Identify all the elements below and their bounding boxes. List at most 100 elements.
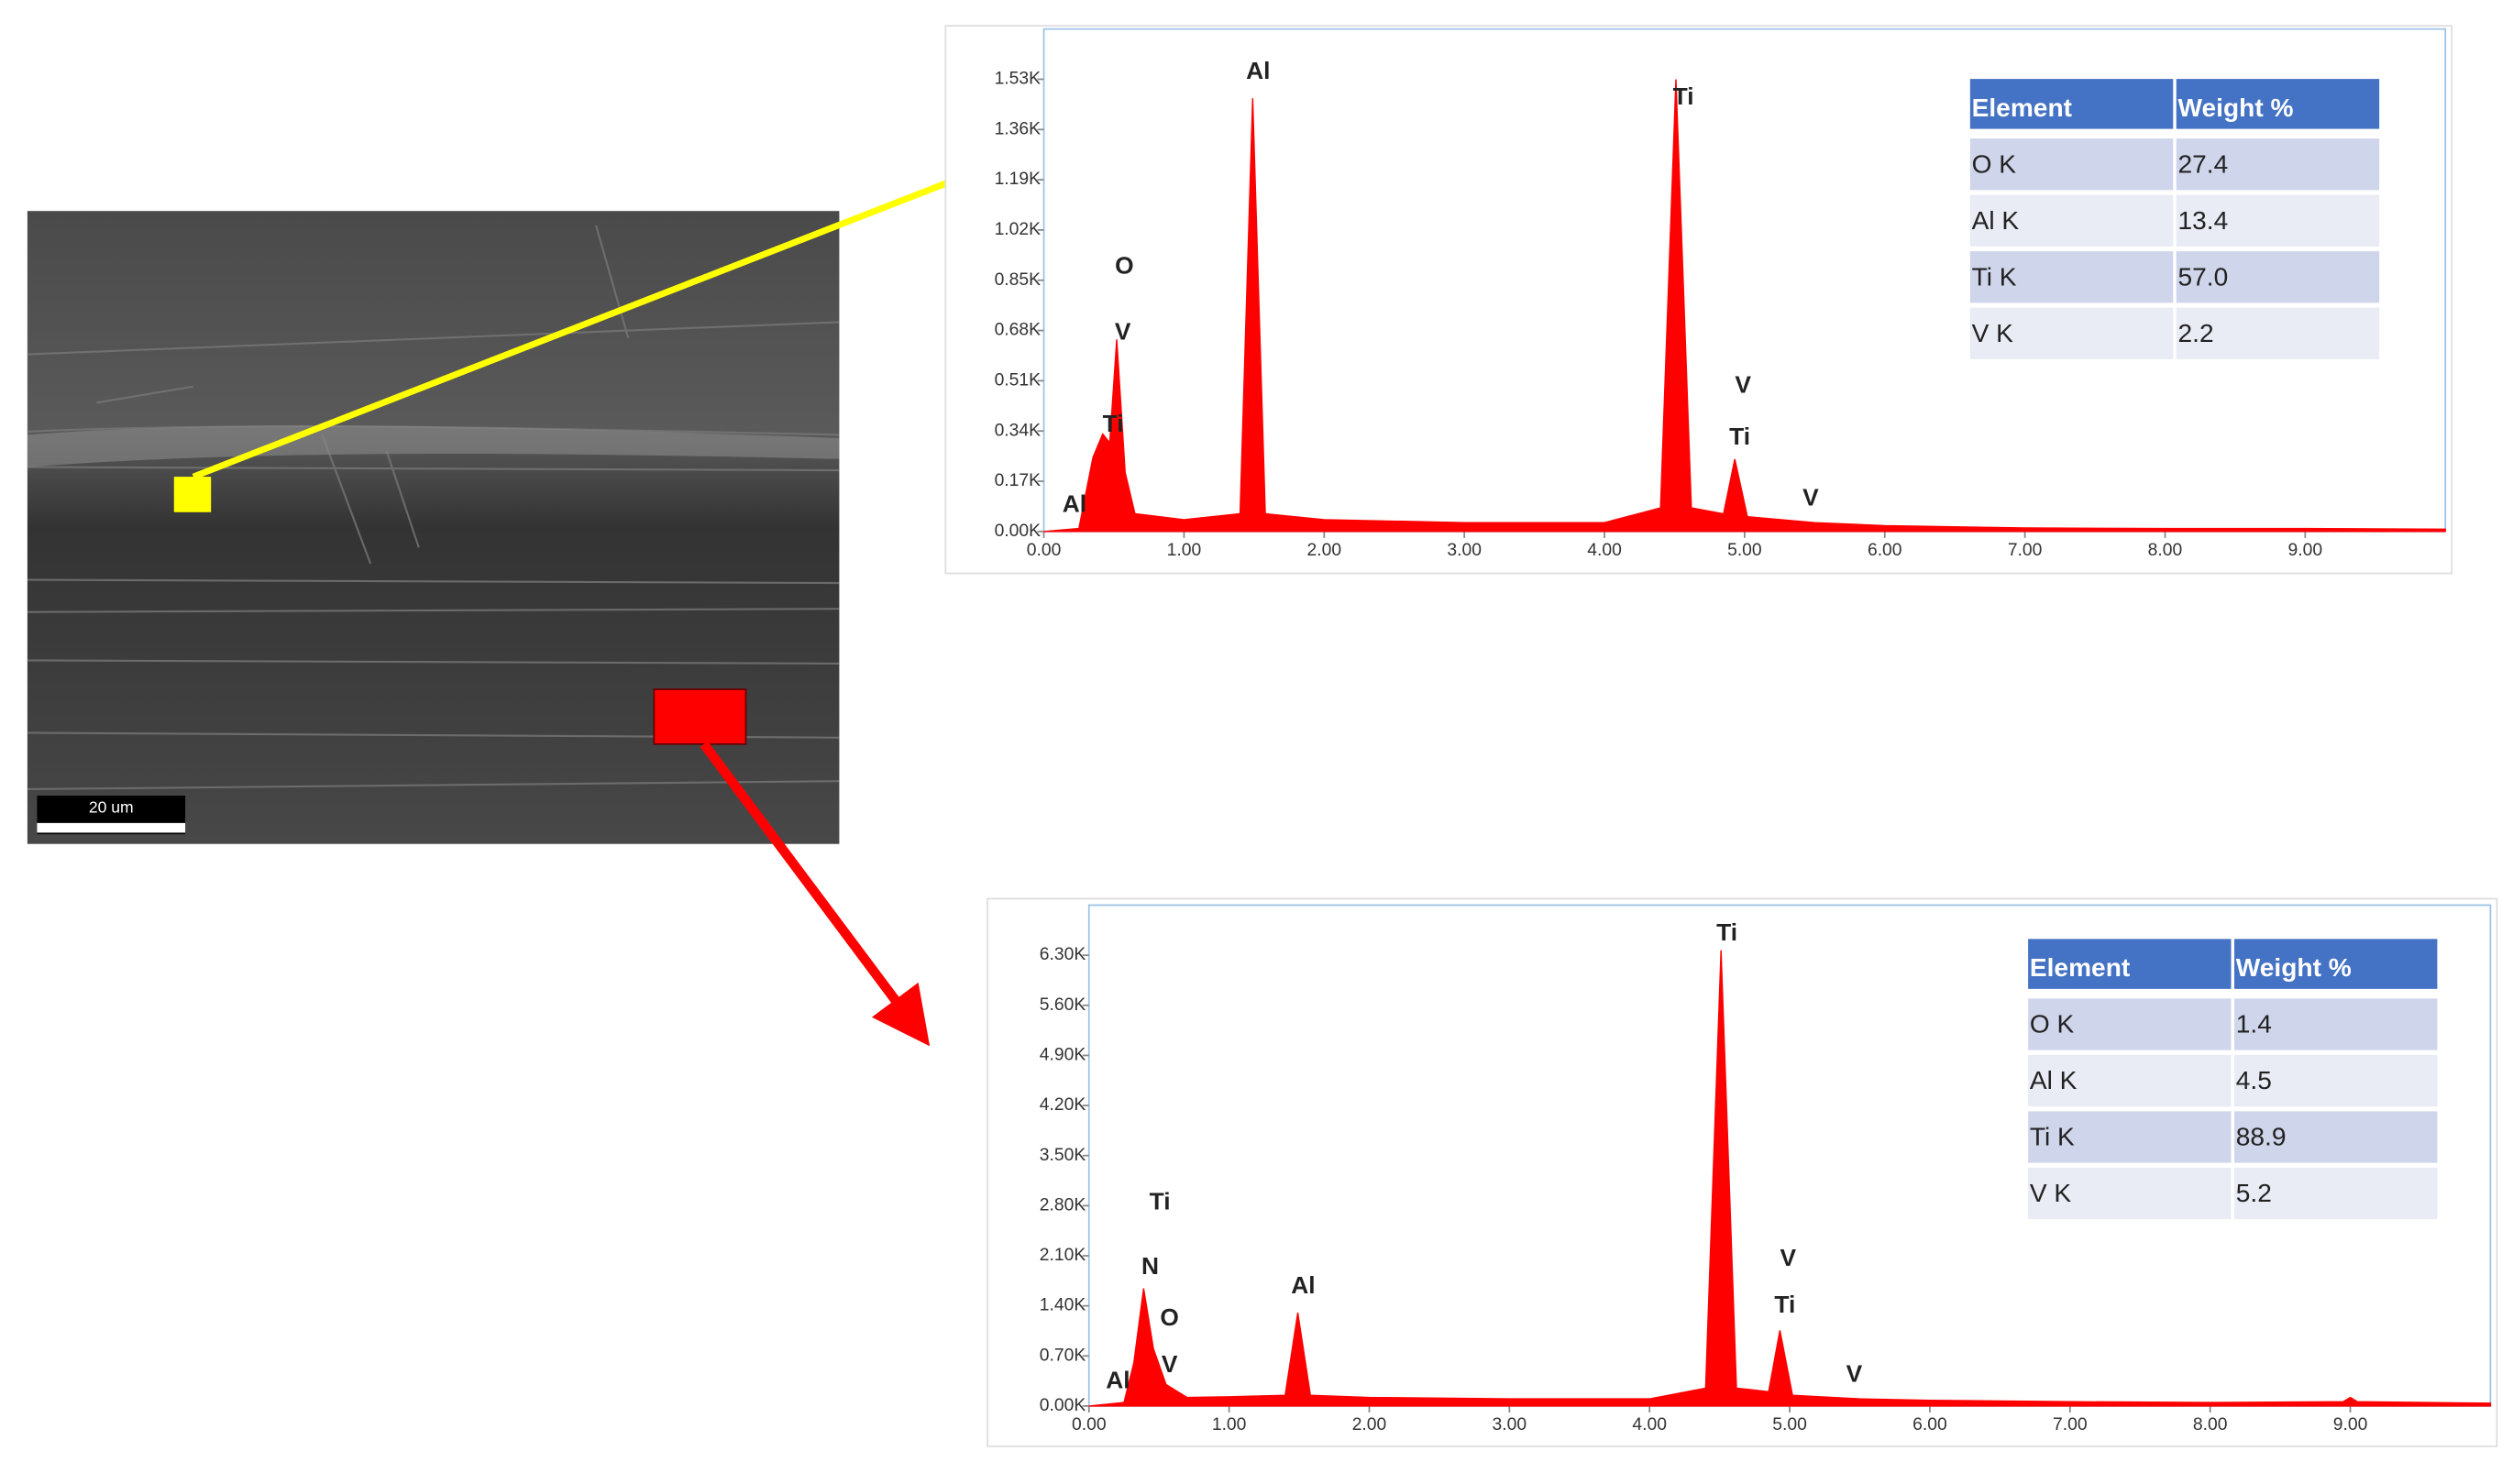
scale-bar-label: 20 um xyxy=(89,798,134,817)
y-tick-label: 6.30K xyxy=(1040,945,1086,964)
y-tick-label: 0.51K xyxy=(995,371,1042,390)
weight-table: Element Weight % O K 27.4 Al K 13.4 Ti K 57.0 V … xyxy=(1969,79,2380,359)
x-tick-label: 5.00 xyxy=(1772,1415,1807,1435)
table-cell-text: 13.4 xyxy=(2178,206,2229,235)
x-tick-label: 3.00 xyxy=(1493,1415,1527,1435)
y-tick-label: 5.60K xyxy=(1040,995,1086,1015)
x-tick-label: 0.00 xyxy=(1027,541,1062,560)
peak-label: V xyxy=(1802,484,1819,511)
table-cell xyxy=(1969,138,2174,191)
table-cell xyxy=(2176,251,2380,303)
y-tick-label: 4.20K xyxy=(1040,1095,1086,1115)
x-tick-label: 0.00 xyxy=(1072,1415,1107,1435)
peak-label: Al xyxy=(1246,57,1270,84)
peak-label: Ti xyxy=(1774,1291,1795,1318)
eds-chart: 0.00K 0.70K 1.40K 2.10K 2.80K 3.50K 4.20K 4.90K… xyxy=(986,897,2498,1447)
y-tick-label: 0.85K xyxy=(995,270,1042,290)
peak-label: V xyxy=(1115,318,1131,346)
region-marker-yellow xyxy=(173,477,212,512)
y-tick-label: 1.36K xyxy=(995,119,1042,138)
y-tick-label: 1.40K xyxy=(1040,1296,1086,1315)
x-tick-label: 9.00 xyxy=(2333,1415,2368,1435)
table-cell xyxy=(2028,998,2232,1050)
table-cell xyxy=(2028,1167,2232,1220)
table-header-cell xyxy=(1969,79,2174,129)
peak-label: Ti xyxy=(1673,82,1694,110)
x-tick-label: 7.00 xyxy=(2053,1415,2088,1435)
y-tick-label: 0.00K xyxy=(1040,1396,1086,1415)
x-tick-label: 6.00 xyxy=(1912,1415,1947,1435)
peak-label: N xyxy=(1141,1252,1159,1280)
spectrum xyxy=(1088,950,2492,1407)
y-tick-label: 1.19K xyxy=(995,170,1042,189)
x-tick-label: 1.00 xyxy=(1212,1415,1247,1435)
y-tick-label: 0.00K xyxy=(995,522,1042,541)
table-header-cell xyxy=(2028,939,2232,989)
table-cell xyxy=(2234,998,2438,1050)
peak-label: Al xyxy=(1291,1271,1315,1299)
x-tick-label: 4.00 xyxy=(1632,1415,1667,1435)
table-cell-text: 88.9 xyxy=(2236,1123,2287,1151)
table-cell xyxy=(2028,1111,2232,1163)
sem-texture xyxy=(27,225,840,791)
table-header-text: Element xyxy=(1972,93,2073,122)
table-cell-text: Ti K xyxy=(2030,1123,2075,1151)
table-header-text: Element xyxy=(2030,953,2131,982)
x-tick-label: 4.00 xyxy=(1587,541,1622,560)
table-cell xyxy=(2234,1167,2438,1220)
arrow-red xyxy=(700,741,931,1047)
peak-label: V xyxy=(1162,1350,1178,1378)
table-header-cell xyxy=(2176,79,2380,129)
peak-label: V xyxy=(1846,1360,1863,1388)
table-cell xyxy=(1969,194,2174,247)
table-cell-text: 4.5 xyxy=(2236,1066,2272,1094)
table-cell-text: O K xyxy=(2030,1010,2075,1039)
x-tick-label: 8.00 xyxy=(2193,1415,2228,1435)
spectrum xyxy=(1043,79,2446,533)
table-cell-text: Ti K xyxy=(1972,262,2017,291)
table-cell-text: V K xyxy=(2030,1179,2072,1207)
table-cell xyxy=(2028,1054,2232,1107)
peak-label: Ti xyxy=(1150,1187,1171,1215)
x-tick-label: 1.00 xyxy=(1167,541,1202,560)
table-cell-text: 5.2 xyxy=(2236,1179,2272,1207)
x-tick-label: 3.00 xyxy=(1447,541,1482,560)
x-tick-label: 6.00 xyxy=(1868,541,1902,560)
table-cell xyxy=(2176,307,2380,359)
table-header-cell xyxy=(2234,939,2438,989)
table-cell xyxy=(2176,194,2380,247)
table-cell xyxy=(2176,138,2380,191)
table-cell-text: 57.0 xyxy=(2178,262,2229,291)
peak-label: Al xyxy=(1106,1367,1130,1394)
sem-ridge xyxy=(27,425,840,467)
table-cell-text: O K xyxy=(1972,149,2017,178)
table-cell xyxy=(2234,1111,2438,1163)
y-tick-label: 2.80K xyxy=(1040,1195,1086,1215)
x-tick-label: 2.00 xyxy=(1306,541,1341,560)
table-header-text: Weight % xyxy=(2236,953,2352,982)
table-cell-text: 1.4 xyxy=(2236,1010,2272,1039)
table-cell xyxy=(1969,307,2174,359)
peak-label: Ti xyxy=(1103,410,1124,437)
table-cell-text: Al K xyxy=(1972,206,2020,235)
table-cell-text: Al K xyxy=(2030,1066,2078,1094)
x-tick-label: 8.00 xyxy=(2148,541,2183,560)
y-tick-label: 3.50K xyxy=(1040,1146,1086,1165)
y-tick-label: 0.34K xyxy=(995,421,1042,440)
x-tick-label: 7.00 xyxy=(2008,541,2043,560)
y-tick-label: 0.17K xyxy=(995,471,1042,490)
table-cell-text: 27.4 xyxy=(2178,149,2229,178)
x-tick-label: 9.00 xyxy=(2288,541,2323,560)
peak-label: Al xyxy=(1063,490,1086,518)
peak-label: O xyxy=(1160,1303,1179,1331)
peak-label: V xyxy=(1735,371,1751,399)
sem-image: 20 um xyxy=(27,211,840,844)
y-tick-label: 4.90K xyxy=(1040,1046,1086,1065)
peak-label: O xyxy=(1115,252,1134,280)
y-tick-label: 0.70K xyxy=(1040,1346,1086,1365)
x-tick-label: 5.00 xyxy=(1727,541,1762,560)
eds-chart: 0.00K 0.17K 0.34K 0.51K 0.68K 0.85K 1.02K 1.19K… xyxy=(944,25,2453,575)
y-tick-label: 1.53K xyxy=(995,70,1042,89)
peak-label: Ti xyxy=(1729,423,1750,450)
